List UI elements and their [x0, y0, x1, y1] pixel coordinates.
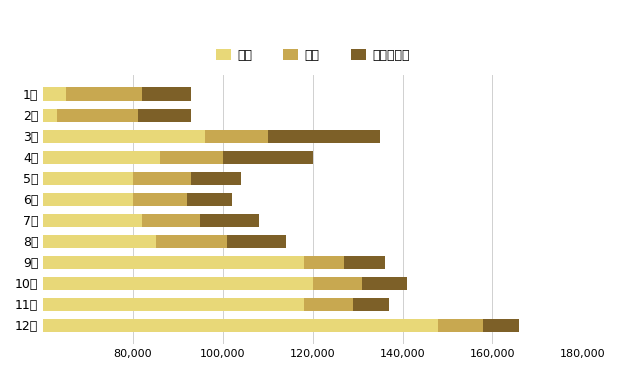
Bar [142, 88, 192, 101]
Bar [0, 214, 142, 227]
Bar [304, 298, 353, 311]
Bar [160, 151, 223, 163]
Bar [0, 235, 156, 248]
Bar [0, 193, 133, 206]
Bar [205, 129, 268, 142]
Bar [66, 88, 142, 101]
Bar [156, 235, 228, 248]
Bar [353, 298, 389, 311]
Bar [344, 256, 384, 269]
Bar [0, 108, 56, 122]
Bar [312, 277, 362, 290]
Bar [187, 193, 232, 206]
Bar [0, 88, 66, 101]
Bar [0, 129, 205, 142]
Bar [0, 298, 304, 311]
Bar [200, 214, 259, 227]
Bar [484, 319, 520, 332]
Bar [192, 172, 241, 185]
Bar [223, 151, 312, 163]
Bar [304, 256, 344, 269]
Bar [362, 277, 407, 290]
Bar [0, 319, 438, 332]
Bar [0, 256, 304, 269]
Bar [228, 235, 286, 248]
Bar [0, 277, 312, 290]
Bar [0, 172, 133, 185]
Bar [268, 129, 380, 142]
Bar [438, 319, 484, 332]
Bar [0, 151, 160, 163]
Bar [56, 108, 138, 122]
Bar [138, 108, 192, 122]
Legend: 倉庫, 運輸, 引越・移転: 倉庫, 運輸, 引越・移転 [211, 44, 415, 67]
Bar [133, 193, 187, 206]
Bar [133, 172, 192, 185]
Bar [142, 214, 200, 227]
